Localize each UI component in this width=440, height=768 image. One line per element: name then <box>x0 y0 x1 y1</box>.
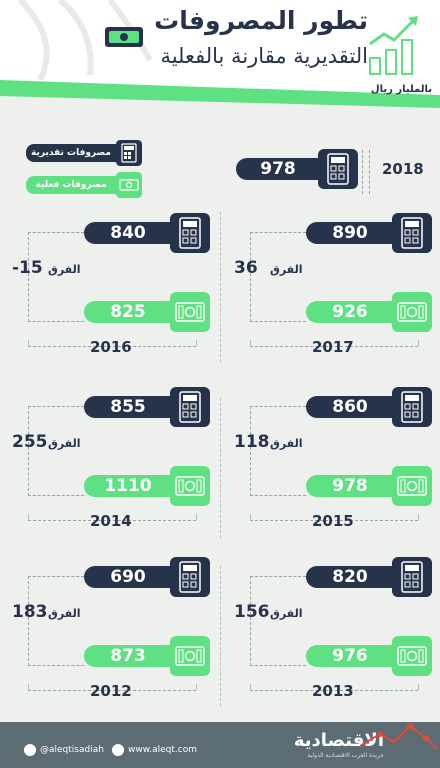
calculator-icon <box>318 149 358 189</box>
baseline-tick <box>28 684 29 690</box>
diff-bracket <box>250 576 306 666</box>
brand-trend-icon <box>360 723 439 751</box>
baseline-tick <box>28 340 29 346</box>
baseline-tick <box>250 340 251 346</box>
baseline-tick <box>28 514 29 520</box>
diff-label: الفرق <box>270 263 303 276</box>
banknote-icon <box>392 292 432 332</box>
diff-label: الفرق <box>48 607 81 620</box>
calculator-icon <box>392 387 432 427</box>
banknote-icon <box>170 292 210 332</box>
banknote-icon <box>116 172 142 198</box>
twitter-handle: @aleqtisadiah <box>24 744 104 756</box>
diff-bracket <box>250 232 306 322</box>
money-icon <box>105 27 143 47</box>
year-baseline <box>250 690 418 691</box>
column-divider <box>220 566 221 706</box>
growth-chart-icon <box>369 16 418 75</box>
column-divider <box>220 398 221 538</box>
baseline-tick <box>418 514 419 520</box>
calculator-icon <box>116 140 142 166</box>
diff-label: الفرق <box>48 437 81 450</box>
year-label: 2012 <box>90 682 132 700</box>
estimated-bar: 890 <box>306 222 394 244</box>
year-label: 2014 <box>90 512 132 530</box>
legend-label-actual: مصروفات فعلية <box>26 176 116 194</box>
calculator-icon <box>392 557 432 597</box>
actual-bar: 825 <box>84 301 172 323</box>
banknote-icon <box>170 466 210 506</box>
calculator-icon <box>170 213 210 253</box>
diff-value: 255 <box>12 432 48 452</box>
baseline-tick <box>196 684 197 690</box>
actual-bar: 978 <box>306 475 394 497</box>
year-label: 2018 <box>382 160 424 178</box>
actual-bar: 1110 <box>84 475 172 497</box>
year-label: 2016 <box>90 338 132 356</box>
calculator-icon <box>170 557 210 597</box>
estimated-bar: 690 <box>84 566 172 588</box>
baseline-tick <box>418 340 419 346</box>
footer: @aleqtisadiah www.aleqt.com الاقتصادية ج… <box>0 722 440 768</box>
banknote-icon <box>392 466 432 506</box>
legend: مصروفات تقديرية مصروفات فعلية <box>26 140 144 204</box>
diff-bracket <box>28 406 84 496</box>
baseline-tick <box>250 514 251 520</box>
estimated-bar: 860 <box>306 396 394 418</box>
legend-item-actual: مصروفات فعلية <box>26 172 144 198</box>
diff-label: الفرق <box>48 263 81 276</box>
globe-icon <box>112 744 124 756</box>
legend-item-estimated: مصروفات تقديرية <box>26 140 144 166</box>
baseline-tick <box>418 684 419 690</box>
actual-bar: 976 <box>306 645 394 667</box>
calculator-icon <box>170 387 210 427</box>
baseline-tick <box>196 514 197 520</box>
year-baseline <box>28 520 196 521</box>
diff-bracket <box>28 232 84 322</box>
year-baseline <box>250 520 418 521</box>
diff-value: -15 <box>12 258 43 278</box>
header-green-band <box>0 80 440 126</box>
page-title: تطور المصروفات <box>154 6 368 35</box>
diff-value: 118 <box>234 432 270 452</box>
website-link: www.aleqt.com <box>112 744 197 756</box>
diff-label: الفرق <box>270 607 303 620</box>
banknote-icon <box>392 636 432 676</box>
year-label: 2015 <box>312 512 354 530</box>
baseline-tick <box>250 684 251 690</box>
estimated-bar: 855 <box>84 396 172 418</box>
year-baseline <box>28 690 196 691</box>
actual-bar: 926 <box>306 301 394 323</box>
twitter-icon <box>24 744 36 756</box>
baseline-tick <box>196 340 197 346</box>
diff-value: 36 <box>234 258 258 278</box>
diff-value: 183 <box>12 602 48 622</box>
legend-label-estimated: مصروفات تقديرية <box>26 144 116 162</box>
website-text: www.aleqt.com <box>128 745 197 755</box>
header: تطور المصروفات التقديرية مقارنة بالفعلية… <box>0 0 440 126</box>
year-label: 2017 <box>312 338 354 356</box>
banknote-icon <box>170 636 210 676</box>
estimated-bar: 840 <box>84 222 172 244</box>
year-baseline <box>250 346 418 347</box>
year-bracket <box>362 150 370 194</box>
brand-tagline: جريدة العرب الاقتصادية الدولية <box>307 752 384 759</box>
page-subtitle: التقديرية مقارنة بالفعلية <box>160 44 368 68</box>
estimated-bar: 820 <box>306 566 394 588</box>
year-label: 2013 <box>312 682 354 700</box>
column-divider <box>220 212 221 362</box>
actual-bar: 873 <box>84 645 172 667</box>
year-baseline <box>28 346 196 347</box>
diff-bracket <box>28 576 84 666</box>
estimated-bar: 978 <box>236 158 320 180</box>
diff-value: 156 <box>234 602 270 622</box>
calculator-icon <box>392 213 432 253</box>
twitter-text: @aleqtisadiah <box>40 745 104 755</box>
diff-bracket <box>250 406 306 496</box>
diff-label: الفرق <box>270 437 303 450</box>
unit-label: بالمليار ريال <box>370 84 432 95</box>
